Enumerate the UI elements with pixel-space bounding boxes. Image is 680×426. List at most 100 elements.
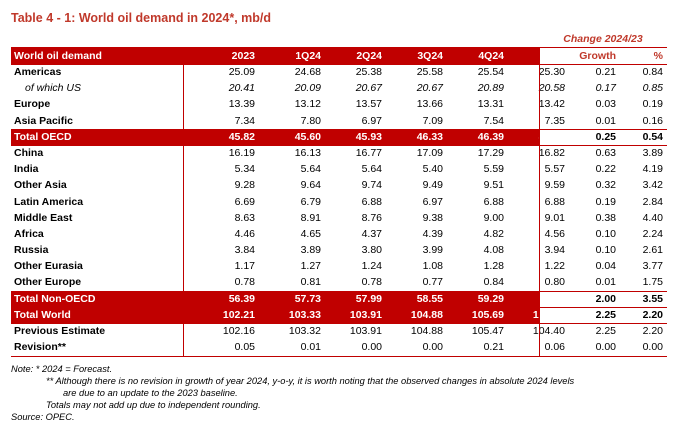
table-top-rule xyxy=(11,47,667,48)
table-cell: 2.24 xyxy=(642,227,663,240)
note-rounding: Totals may not add up due to independent… xyxy=(46,400,261,410)
table-row: Total World 102.21 103.33 103.91 104.88 105.6… xyxy=(11,306,667,323)
table-cell: 104.88 xyxy=(410,308,443,321)
table-row: Middle East 8.63 8.91 8.76 9.38 9.00 9.01 0.38 4… xyxy=(11,210,667,226)
column-header: % xyxy=(653,50,663,62)
header-band xyxy=(11,48,539,64)
table-cell: 8.91 xyxy=(300,211,321,224)
row-label: Previous Estimate xyxy=(14,325,106,337)
table-cell: 0.63 xyxy=(595,146,616,159)
row-label: Revision** xyxy=(14,341,66,354)
table-bottom-rule xyxy=(11,355,667,357)
table-cell: 3.89 xyxy=(300,244,321,257)
table-cell: 24.68 xyxy=(294,66,321,78)
row-label: Total OECD xyxy=(14,130,72,143)
table-cell: 3.84 xyxy=(234,244,255,257)
table-cell: 17.09 xyxy=(416,146,443,159)
row-label: Latin America xyxy=(14,195,84,208)
note-revision-cont: are due to an update to the 2023 baselin… xyxy=(63,388,238,398)
table-row: Other Asia 9.28 9.64 9.74 9.49 9.51 9.59 0.32 3.… xyxy=(11,177,667,193)
header-group-row: Change 2024/23 xyxy=(11,30,667,48)
header-bottom-rule xyxy=(11,64,667,65)
table-cell: 2.20 xyxy=(642,308,663,321)
table-cell: 0.54 xyxy=(642,130,663,143)
table-cell: 25.30 xyxy=(538,66,565,78)
table-cell: 9.64 xyxy=(300,179,321,192)
column-rule xyxy=(539,48,540,356)
table-cell: 16.77 xyxy=(355,146,382,159)
table-cell: 0.10 xyxy=(595,227,616,240)
table-cell: 5.34 xyxy=(234,163,255,176)
table-cell: 105.47 xyxy=(471,325,504,337)
table-cell: 45.82 xyxy=(228,130,255,143)
table-cell: 9.01 xyxy=(544,211,565,224)
table-row: Revision** 0.05 0.01 0.00 0.00 0.21 0.06 0.00 0.… xyxy=(11,339,667,355)
table-cell: 5.40 xyxy=(422,163,443,176)
table-cell: 9.74 xyxy=(361,179,382,192)
column-header: 3Q24 xyxy=(417,50,443,62)
table-cell: 0.00 xyxy=(422,341,443,354)
table-cell: 9.00 xyxy=(483,211,504,224)
note-revision: ** Although there is no revision in grow… xyxy=(46,376,575,386)
table-cell: 0.00 xyxy=(642,341,663,354)
table-cell: 46.06 xyxy=(538,130,565,143)
table-cell: 5.64 xyxy=(361,163,382,176)
row-label: Other Asia xyxy=(14,179,67,192)
table-cell: 0.21 xyxy=(595,66,616,78)
table-cell: 25.09 xyxy=(228,66,255,78)
table-row: China 16.19 16.13 16.77 17.09 17.29 16.82 0.63 3… xyxy=(11,145,667,161)
table-cell: 57.73 xyxy=(294,292,321,305)
row-label: Europe xyxy=(14,98,51,111)
table-cell: 4.40 xyxy=(642,211,663,224)
total-row-highlight xyxy=(11,128,539,145)
table-cell: 20.58 xyxy=(538,82,565,95)
table-cell: 8.63 xyxy=(234,211,255,224)
table-cell: 0.81 xyxy=(300,276,321,289)
row-label: Russia xyxy=(14,244,49,257)
table-cell: 13.66 xyxy=(416,98,443,111)
table-cell: 25.38 xyxy=(355,66,382,78)
table-cell: 103.91 xyxy=(349,325,382,337)
column-header: 2023 xyxy=(231,50,255,62)
total-rule xyxy=(11,128,667,130)
table-cell: 20.89 xyxy=(477,82,504,95)
table-cell: 1.17 xyxy=(234,260,255,273)
table-cell: 7.34 xyxy=(234,114,255,127)
table-cell: 102.21 xyxy=(222,308,255,321)
table-cell: 57.99 xyxy=(355,292,382,305)
table-cell: 2.00 xyxy=(595,292,616,305)
table-cell: 3.89 xyxy=(642,146,663,159)
table-cell: 45.60 xyxy=(294,130,321,143)
table-cell: 5.57 xyxy=(544,163,565,176)
world-oil-demand-table: Change 2024/23 World oil demand 2023 1Q24… xyxy=(11,30,667,357)
table-cell: 5.64 xyxy=(300,163,321,176)
table-row: Americas 25.09 24.68 25.38 25.58 25.54 25.30 0.… xyxy=(11,64,667,80)
table-cell: 0.04 xyxy=(595,260,616,273)
row-label: Total Non-OECD xyxy=(14,292,96,305)
table-cell: 103.32 xyxy=(288,325,321,337)
table-cell: 9.59 xyxy=(544,179,565,192)
table-cell: 20.67 xyxy=(355,82,382,95)
table-cell: 0.19 xyxy=(595,195,616,208)
table-cell: 20.09 xyxy=(294,82,321,95)
row-label: Americas xyxy=(14,66,62,78)
row-label: Asia Pacific xyxy=(14,114,73,127)
table-cell: 3.94 xyxy=(544,244,565,257)
column-header: Growth xyxy=(579,50,616,62)
table-cell: 7.35 xyxy=(544,114,565,127)
table-cell: 5.59 xyxy=(483,163,504,176)
row-label: India xyxy=(14,163,39,176)
table-notes: Note: * 2024 = Forecast. ** Although the… xyxy=(11,363,574,423)
table-cell: 7.09 xyxy=(422,114,443,127)
table-cell: 20.67 xyxy=(416,82,443,95)
table-cell: 0.84 xyxy=(642,66,663,78)
table-cell: 16.19 xyxy=(228,146,255,159)
column-rule xyxy=(183,48,184,356)
table-cell: 2.84 xyxy=(642,195,663,208)
table-cell: 4.39 xyxy=(422,227,443,240)
table-cell: 3.55 xyxy=(642,292,663,305)
table-cell: 2.25 xyxy=(595,325,616,337)
table-cell: 58.39 xyxy=(538,292,565,305)
table-cell: 17.29 xyxy=(477,146,504,159)
table-cell: 6.79 xyxy=(300,195,321,208)
